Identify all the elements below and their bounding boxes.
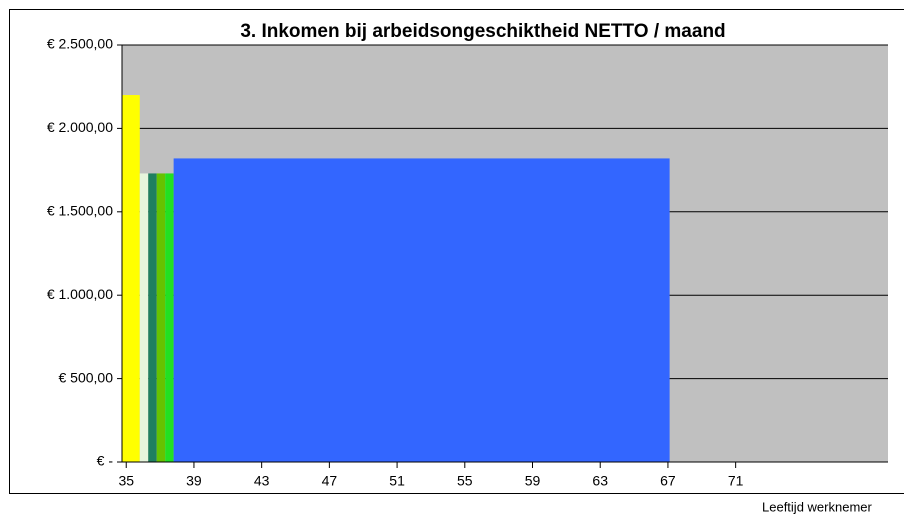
x-tick-label: 47	[322, 473, 338, 489]
x-tick-label: 59	[525, 473, 541, 489]
bar	[148, 173, 157, 462]
bar	[173, 158, 670, 462]
x-tick-label: 39	[186, 473, 202, 489]
x-tick-label: 67	[660, 473, 676, 489]
x-tick-label: 63	[592, 473, 608, 489]
y-tick-label: € 2.000,00	[47, 119, 113, 135]
y-tick-label: € 500,00	[59, 369, 114, 385]
x-tick-label: 51	[389, 473, 405, 489]
x-tick-label: 55	[457, 473, 473, 489]
y-tick-label: € -	[97, 453, 114, 469]
x-tick-label: 35	[118, 473, 134, 489]
x-tick-label: 43	[254, 473, 270, 489]
x-tick-label: 71	[728, 473, 744, 489]
x-axis-label: Leeftijd werknemer	[762, 499, 872, 514]
bar	[165, 173, 174, 462]
bar	[122, 95, 140, 462]
y-tick-label: € 1.000,00	[47, 286, 113, 302]
bar	[139, 173, 149, 462]
y-tick-label: € 2.500,00	[47, 36, 113, 52]
y-tick-label: € 1.500,00	[47, 203, 113, 219]
chart-title: 3. Inkomen bij arbeidsongeschiktheid NET…	[240, 21, 725, 42]
bar	[156, 173, 166, 462]
